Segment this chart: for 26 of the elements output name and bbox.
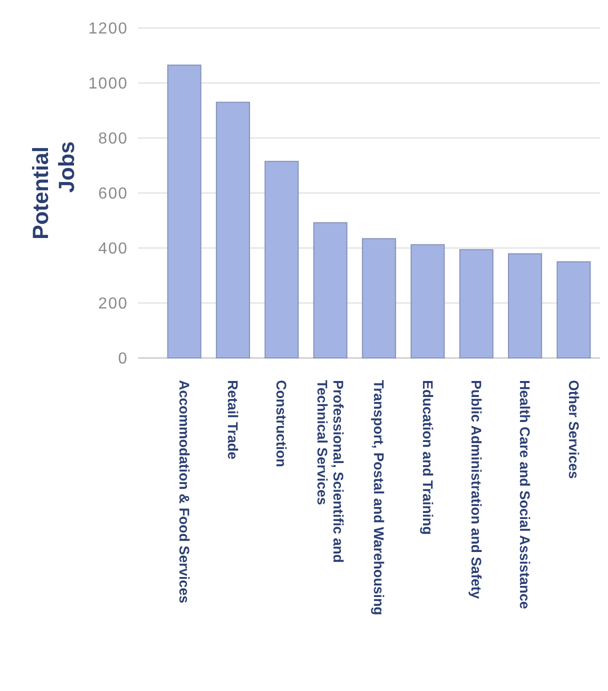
- bar: [410, 244, 445, 358]
- y-tick-label: 0: [118, 350, 128, 368]
- bar: [362, 238, 396, 358]
- x-tick-label: Health Care and Social Assistance: [517, 380, 534, 610]
- x-tick-label: Retail Trade: [225, 380, 242, 460]
- x-tick-label: Other Services: [566, 380, 582, 480]
- y-tick-label: 200: [98, 296, 128, 313]
- y-tick-label: 1000: [88, 76, 128, 93]
- bar: [459, 249, 494, 358]
- bar: [167, 64, 202, 358]
- bar: [264, 160, 299, 358]
- x-tick-label: Construction: [274, 380, 290, 468]
- x-tick-label: Professional, Scientific and Technical Services: [314, 380, 346, 563]
- x-tick-label: Education and Training: [420, 380, 436, 535]
- bar: [556, 261, 591, 358]
- y-axis-title: Potential Jobs: [28, 141, 79, 240]
- bar: [508, 253, 542, 358]
- y-tick-label: 600: [98, 186, 128, 203]
- y-tick-label: 1200: [88, 20, 128, 38]
- y-tick-label: 400: [98, 240, 128, 258]
- x-tick-label: Public Administration and Safety: [468, 380, 484, 600]
- bar: [313, 222, 348, 358]
- x-tick-label: Accommodation & Food Services: [176, 380, 192, 604]
- x-tick-label: Transport, Postal and Warehousing: [371, 380, 388, 616]
- bar: [216, 102, 250, 358]
- y-tick-label: 800: [98, 130, 128, 148]
